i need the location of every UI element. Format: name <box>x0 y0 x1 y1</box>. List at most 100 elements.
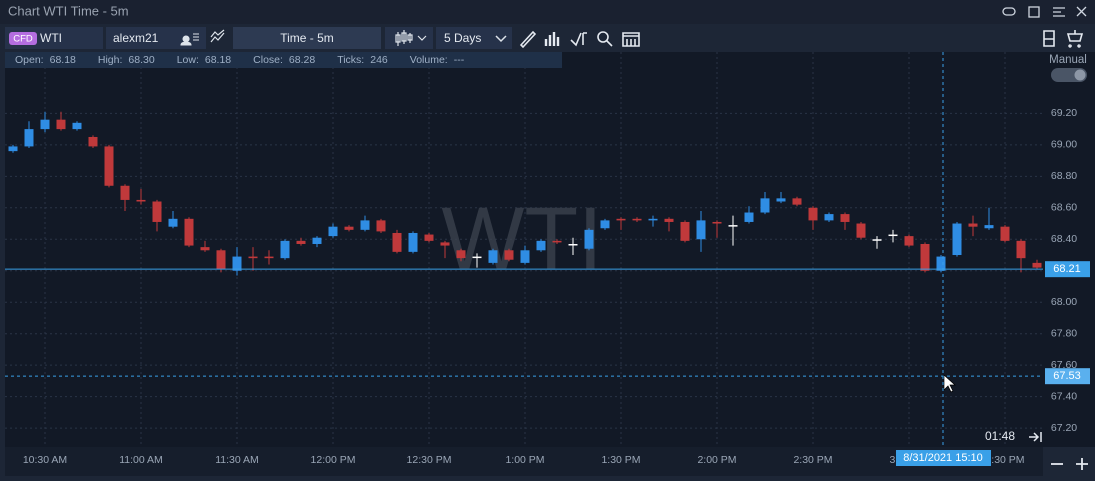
candle-body <box>328 226 338 237</box>
mode-toggle-knob <box>1074 69 1086 81</box>
candle-body <box>40 119 50 130</box>
candle-body <box>520 250 530 263</box>
grid <box>5 52 1043 447</box>
candle-body <box>184 218 194 246</box>
candle-body <box>536 240 546 251</box>
y-tick-label: 69.20 <box>1051 107 1077 119</box>
x-tick-label: 3:30 PM <box>985 454 1024 466</box>
info-label: Ticks: <box>337 54 364 66</box>
last-price-label: 68.21 <box>1053 263 1081 275</box>
badge: CFD <box>13 34 33 45</box>
candle-body <box>232 256 242 271</box>
scroll-end-button[interactable] <box>1029 432 1042 442</box>
candle-body <box>408 232 418 252</box>
x-tick-label: 12:30 PM <box>407 454 452 466</box>
candle-body <box>104 146 114 186</box>
x-tick-label: 10:30 AM <box>23 454 67 466</box>
candle-body <box>632 218 642 221</box>
y-tick-label: 67.80 <box>1051 327 1077 339</box>
crosshair-price-label: 67.53 <box>1053 370 1081 382</box>
candle-body <box>984 225 994 229</box>
candle-body <box>24 129 34 147</box>
y-tick-label: 67.20 <box>1051 422 1077 434</box>
range: 5 Days <box>444 31 481 45</box>
info-items: Open: 68.18 High: 68.30 Low: 68.18 Close: 68.28… <box>15 54 465 66</box>
candle-body <box>760 198 770 213</box>
close-button[interactable] <box>1076 6 1087 17</box>
candle-body <box>264 256 274 259</box>
candle-body <box>712 221 722 224</box>
candle-body <box>488 250 498 263</box>
candle-body <box>312 237 322 244</box>
range-field[interactable] <box>436 27 512 49</box>
candle-body <box>824 214 834 221</box>
search-tool[interactable] <box>597 31 609 43</box>
candle-body <box>360 220 370 230</box>
candle-body <box>248 256 258 259</box>
candle-body <box>280 240 290 259</box>
maximize-button[interactable] <box>1028 6 1040 18</box>
symbol: WTI <box>40 31 62 45</box>
window-controls <box>1002 6 1087 18</box>
interval: Time - 5m <box>280 31 334 45</box>
chart-style-icon <box>395 30 427 46</box>
candle-body <box>56 119 66 130</box>
zoom-in-button[interactable] <box>1076 458 1088 470</box>
candle-body <box>792 198 802 205</box>
phone-tool[interactable] <box>1043 30 1055 47</box>
candle-body <box>744 212 754 222</box>
y-tick-label: 67.40 <box>1051 390 1077 402</box>
candle-body <box>664 218 674 222</box>
account-icon <box>180 33 199 46</box>
candle-body <box>296 240 306 244</box>
candle-body <box>136 199 146 202</box>
info-value: 68.30 <box>128 54 154 66</box>
candle-body <box>648 218 658 221</box>
candle-body <box>616 218 626 221</box>
crosshair-price-tag <box>1045 368 1090 385</box>
candle-body <box>856 223 866 238</box>
interval-field[interactable] <box>233 27 381 49</box>
candle-body <box>504 250 514 260</box>
trade-tool[interactable] <box>1066 30 1084 48</box>
template-tool[interactable] <box>622 32 640 47</box>
window-title: Chart WTI Time - 5m <box>8 3 129 18</box>
link-button[interactable] <box>1002 7 1016 16</box>
candle-body <box>920 243 930 271</box>
menu-button[interactable] <box>1053 7 1065 17</box>
candle-body <box>728 225 738 227</box>
x-tick-label: 1:30 PM <box>601 454 640 466</box>
x-tick-label: 11:30 AM <box>215 454 259 466</box>
candle-body <box>840 214 850 222</box>
candle-body <box>120 185 130 200</box>
title-bar <box>0 0 1095 24</box>
candle-body <box>376 220 386 232</box>
candle-body <box>8 146 18 152</box>
indicators-tool[interactable] <box>544 32 560 46</box>
candle-body <box>872 239 882 241</box>
draw-tool[interactable] <box>519 30 537 49</box>
badge-bg <box>9 32 37 45</box>
y-tick-label: 69.00 <box>1051 139 1077 151</box>
crosshair-time-tag <box>896 450 991 466</box>
compare-button[interactable] <box>210 29 225 43</box>
candle-body <box>936 256 946 271</box>
info-value: 68.18 <box>50 54 76 66</box>
candle-body <box>680 221 690 241</box>
chart-style-button[interactable] <box>385 27 433 49</box>
candle-body <box>904 236 914 246</box>
account: alexm21 <box>113 31 159 45</box>
info-bar <box>5 52 562 68</box>
overlay: 67.2067.4067.6067.8068.0068.2068.4068.60… <box>5 107 1090 466</box>
x-tick-label: 11:00 AM <box>119 454 163 466</box>
info-value: 68.18 <box>205 54 231 66</box>
x-tick-label: 1:00 PM <box>505 454 544 466</box>
info-label: Volume: <box>410 54 448 66</box>
info-label: Open: <box>15 54 44 66</box>
search-tool-handle <box>606 40 613 47</box>
mode-label: Manual <box>1049 54 1087 66</box>
candle-body <box>808 207 818 221</box>
candle-body <box>888 234 898 237</box>
studies-tool[interactable] <box>570 32 587 47</box>
